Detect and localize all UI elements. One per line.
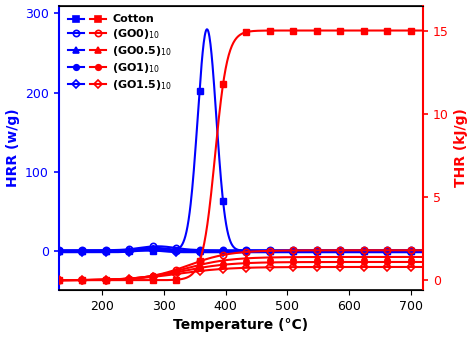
Legend: Cotton, (GO0)$_{10}$, (GO0.5)$_{10}$, (GO1)$_{10}$, (GO1.5)$_{10}$: Cotton, (GO0)$_{10}$, (GO0.5)$_{10}$, (G… bbox=[64, 11, 175, 95]
X-axis label: Temperature (°C): Temperature (°C) bbox=[173, 318, 309, 333]
Y-axis label: THR (kJ/g): THR (kJ/g) bbox=[455, 108, 468, 187]
Y-axis label: HRR (w/g): HRR (w/g) bbox=[6, 108, 19, 187]
